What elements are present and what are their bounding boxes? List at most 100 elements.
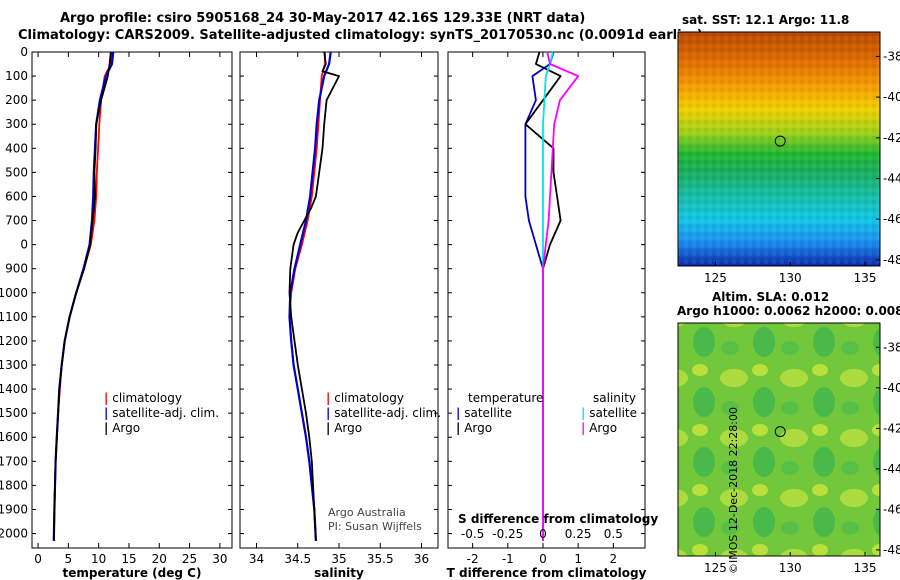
argo-credit: Argo Australia PI: Susan Wijffels <box>328 506 422 534</box>
y-tick-label: -42 <box>883 421 900 435</box>
figure-title-line1: Argo profile: csiro 5905168_24 30-May-20… <box>60 11 586 26</box>
sla-map-subtitle: Argo h1000: 0.0062 h2000: 0.0085 <box>677 304 900 318</box>
legend-argo: Argo <box>589 421 618 435</box>
legend-satellite: satellite-adj. clim. <box>112 406 220 420</box>
temperature-frame <box>31 51 233 549</box>
y-tick-label: 0 <box>20 238 28 252</box>
y-tick-label: 1100 <box>0 310 28 324</box>
figure-title-line2: Climatology: CARS2009. Satellite-adjuste… <box>18 28 703 43</box>
x-tick-label: 135 <box>854 561 877 575</box>
x-tick-label: 35.5 <box>367 552 394 566</box>
x-tick-label: 25 <box>182 552 197 566</box>
y-tick-label: 200 <box>5 93 28 107</box>
y-tick-label: 400 <box>5 141 28 155</box>
sla_map-panel: 125 130 135 -38 -40 -42 -44 -46 -48 <box>677 322 900 575</box>
x-tick-label: 125 <box>704 561 727 575</box>
sst_map-frame <box>677 31 881 267</box>
series-line-s-argo <box>542 51 580 541</box>
s-tick-label: 0.5 <box>604 527 623 541</box>
legend-satellite: satellite <box>589 406 638 420</box>
y-tick-label: -46 <box>883 212 900 226</box>
y-tick-label: -46 <box>883 502 900 516</box>
x-tick-label: 15 <box>121 552 136 566</box>
legend-satellite: satellite-adj. clim. <box>334 406 442 420</box>
x-tick-label: 36 <box>414 552 429 566</box>
y-tick-label: -38 <box>883 49 900 63</box>
y-tick-label: 700 <box>5 214 28 228</box>
y-tick-label: -42 <box>883 131 900 145</box>
difference-xlabel: T difference from climatology <box>447 566 647 580</box>
y-tick-label: -38 <box>883 340 900 354</box>
x-tick-label: 130 <box>779 271 802 285</box>
x-tick-label: -1 <box>502 552 514 566</box>
argo-location-marker <box>774 426 786 438</box>
x-tick-label: 130 <box>779 561 802 575</box>
legend-climatology: climatology <box>112 391 182 405</box>
y-tick-label: 1800 <box>0 478 28 492</box>
y-tick-label: -40 <box>883 90 900 104</box>
x-tick-label: -2 <box>467 552 479 566</box>
sla-map-title: Altim. SLA: 0.012 <box>712 290 830 304</box>
s-tick-label: 0.25 <box>565 527 592 541</box>
difference-legend-salinity: salinity | satellite | Argo <box>581 391 638 435</box>
s-tick-label: -0.25 <box>492 527 523 541</box>
y-tick-label: 2000 <box>0 527 28 541</box>
s-difference-label: S difference from climatology <box>458 512 659 526</box>
imos-credit: ©IMOS 12-Dec-2018 22:28:00 <box>727 407 740 574</box>
difference-frame <box>447 51 646 549</box>
x-tick-label: 20 <box>152 552 167 566</box>
series-line-argo <box>288 51 340 541</box>
sst-texture <box>678 32 880 266</box>
x-tick-label: 0 <box>539 552 547 566</box>
salinity-panel: 34 34.5 35 35.5 36 salinity <box>239 51 439 580</box>
legend-argo: Argo <box>112 421 141 435</box>
y-tick-label: 1000 <box>0 286 28 300</box>
salinity-frame <box>239 51 439 549</box>
y-tick-label: 500 <box>5 165 28 179</box>
temperature-panel: 0 5 10 15 20 25 300100200300400500600700090010… <box>0 45 233 580</box>
y-tick-label: 1900 <box>0 502 28 516</box>
y-tick-label: 1300 <box>0 358 28 372</box>
y-tick-label: 300 <box>5 117 28 131</box>
difference-legend-temperature: temperature | satellite | Argo <box>456 391 544 435</box>
x-tick-label: 5 <box>65 552 73 566</box>
y-tick-label: 1700 <box>0 454 28 468</box>
x-tick-label: 10 <box>91 552 106 566</box>
legend-temperature-title: temperature <box>468 391 544 405</box>
x-tick-label: 1 <box>574 552 582 566</box>
sst_map-panel: 125 130 135 -38 -40 -42 -44 -46 -48 <box>677 31 900 285</box>
x-tick-label: 2 <box>610 552 618 566</box>
y-tick-label: -44 <box>883 462 900 476</box>
sla_map-frame <box>677 322 881 557</box>
legend-climatology: climatology <box>334 391 404 405</box>
y-tick-label: 1200 <box>0 334 28 348</box>
y-tick-label: 1400 <box>0 382 28 396</box>
series-line-satellite <box>288 51 332 541</box>
y-tick-label: 900 <box>5 262 28 276</box>
x-tick-label: 125 <box>704 271 727 285</box>
y-tick-label: -48 <box>883 253 900 267</box>
difference-panel: -2 -1 0 1 2T difference from climatology -0.5… <box>447 51 647 580</box>
salinity-legend: | climatology | satellite-adj. clim. | A… <box>326 391 442 435</box>
y-tick-label: -40 <box>883 381 900 395</box>
x-tick-label: 135 <box>854 271 877 285</box>
sst-map-title: sat. SST: 12.1 Argo: 11.8 <box>682 13 850 27</box>
sla_map-heatmap <box>678 323 880 556</box>
temperature-legend: | climatology | satellite-adj. clim. | A… <box>104 391 220 435</box>
x-tick-label: 0 <box>34 552 42 566</box>
salinity-xlabel: salinity <box>314 566 364 580</box>
x-tick-label: 34.5 <box>284 552 311 566</box>
y-tick-label: 600 <box>5 189 28 203</box>
y-tick-label: 1500 <box>0 406 28 420</box>
legend-argo: Argo <box>464 421 493 435</box>
legend-salinity-title: salinity <box>593 391 637 405</box>
argo-location-marker <box>774 135 786 147</box>
x-tick-label: 34 <box>249 552 264 566</box>
argo-credit-line2: PI: Susan Wijffels <box>328 520 422 533</box>
s-tick-label: 0 <box>539 527 547 541</box>
y-tick-label: -48 <box>883 543 900 557</box>
y-tick-label: 1600 <box>0 430 28 444</box>
s-tick-label: -0.5 <box>461 527 484 541</box>
temperature-xlabel: temperature (deg C) <box>63 566 202 580</box>
